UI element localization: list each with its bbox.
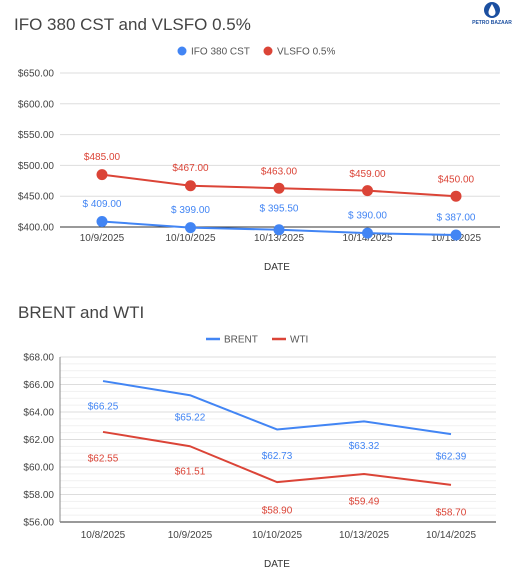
data-point bbox=[185, 180, 196, 192]
data-point bbox=[362, 185, 373, 197]
legend-ifo-marker bbox=[177, 46, 187, 56]
data-label: $65.22 bbox=[175, 413, 206, 424]
legend-wti-label: WTI bbox=[290, 335, 308, 346]
y-tick-label: $400.00 bbox=[18, 223, 55, 234]
chart2-legend: BRENT WTI bbox=[206, 335, 308, 346]
chart1-title: IFO 380 CST and VLSFO 0.5% bbox=[14, 15, 251, 34]
crude-oil-chart: BRENT and WTI BRENT WTI $68.00 $66.00 $64.… bbox=[18, 303, 496, 570]
x-tick-label: 10/9/2025 bbox=[168, 530, 213, 541]
data-point bbox=[273, 182, 285, 194]
data-label: $66.25 bbox=[88, 402, 119, 413]
series-line bbox=[102, 380, 452, 436]
y-tick-label: $60.00 bbox=[23, 463, 54, 474]
legend-vlsfo-marker bbox=[263, 46, 273, 56]
y-tick-label: $62.00 bbox=[23, 435, 54, 446]
x-tick-label: 10/14/2025 bbox=[426, 530, 476, 541]
chart1-series: $ 409.00 $ 399.00 $ 395.50 $ 390.00 $ 387.00… bbox=[83, 152, 476, 241]
data-label: $59.49 bbox=[349, 497, 380, 508]
data-point bbox=[96, 169, 108, 181]
data-label: $450.00 bbox=[438, 175, 475, 186]
data-label: $ 399.00 bbox=[171, 205, 210, 216]
series-wti: $62.55 $61.51 $58.90 $59.49 $58.70 bbox=[88, 430, 467, 518]
data-point bbox=[273, 224, 285, 236]
data-label: $459.00 bbox=[349, 169, 386, 180]
chart2-gridlines bbox=[59, 356, 496, 523]
data-point bbox=[185, 222, 196, 234]
data-label: $63.32 bbox=[349, 441, 380, 452]
data-label: $58.90 bbox=[262, 506, 293, 517]
data-label: $ 390.00 bbox=[348, 211, 387, 222]
logo-text: PETRO BAZAAR bbox=[472, 20, 512, 26]
y-tick-label: $450.00 bbox=[18, 192, 55, 203]
y-tick-label: $550.00 bbox=[18, 130, 55, 141]
data-point bbox=[450, 190, 462, 202]
data-point bbox=[450, 229, 462, 241]
legend-ifo-label: IFO 380 CST bbox=[191, 47, 250, 58]
chart2-series: $66.25 $65.22 $62.73 $63.32 $62.39 $62.55 $61.… bbox=[88, 380, 467, 518]
x-tick-label: 10/10/2025 bbox=[165, 233, 215, 244]
x-tick-label: 10/13/2025 bbox=[254, 233, 304, 244]
data-label: $463.00 bbox=[261, 167, 298, 178]
fuel-oil-chart: IFO 380 CST and VLSFO 0.5% IFO 380 CST V… bbox=[14, 15, 500, 273]
chart1-y-axis: $650.00 $600.00 $550.00 $500.00 $450.00 $400.… bbox=[18, 69, 55, 234]
chart2-x-axis: 10/8/2025 10/9/2025 10/10/2025 10/13/2025 10… bbox=[81, 530, 477, 541]
chart1-x-axis-title: DATE bbox=[264, 262, 290, 273]
data-point bbox=[362, 227, 373, 239]
legend-brent-label: BRENT bbox=[224, 335, 258, 346]
data-label: $485.00 bbox=[84, 152, 121, 163]
data-label: $61.51 bbox=[175, 467, 206, 478]
x-tick-label: 10/8/2025 bbox=[81, 530, 126, 541]
petro-bazaar-logo: PETRO BAZAAR bbox=[472, 2, 512, 26]
data-label: $ 409.00 bbox=[83, 199, 122, 210]
legend-vlsfo-label: VLSFO 0.5% bbox=[277, 47, 335, 58]
y-tick-label: $600.00 bbox=[18, 99, 55, 110]
series-brent: $66.25 $65.22 $62.73 $63.32 $62.39 bbox=[88, 380, 467, 463]
data-label: $62.73 bbox=[262, 451, 293, 462]
data-point bbox=[96, 215, 108, 227]
data-label: $ 387.00 bbox=[437, 213, 476, 224]
chart2-title: BRENT and WTI bbox=[18, 303, 144, 322]
y-tick-label: $500.00 bbox=[18, 161, 55, 172]
chart2-x-axis-title: DATE bbox=[264, 559, 290, 570]
data-label: $62.55 bbox=[88, 453, 119, 464]
chart2-y-axis: $68.00 $66.00 $64.00 $62.00 $60.00 $58.00 $56.… bbox=[23, 353, 54, 529]
x-tick-label: 10/9/2025 bbox=[80, 233, 125, 244]
series-vlsfo-0-5-: $485.00 $467.00 $463.00 $459.00 $450.00 bbox=[84, 152, 475, 202]
data-label: $58.70 bbox=[436, 507, 467, 518]
series-line bbox=[102, 430, 452, 486]
data-label: $467.00 bbox=[172, 163, 209, 174]
y-tick-label: $66.00 bbox=[23, 380, 54, 391]
chart1-gridlines bbox=[60, 72, 500, 228]
chart1-legend: IFO 380 CST VLSFO 0.5% bbox=[177, 46, 335, 58]
y-tick-label: $56.00 bbox=[23, 518, 54, 529]
data-label: $62.39 bbox=[436, 452, 467, 463]
y-tick-label: $58.00 bbox=[23, 490, 54, 501]
series-ifo-380-cst: $ 409.00 $ 399.00 $ 395.50 $ 390.00 $ 387.00 bbox=[83, 199, 476, 241]
data-label: $ 395.50 bbox=[260, 203, 299, 214]
x-tick-label: 10/13/2025 bbox=[339, 530, 389, 541]
y-tick-label: $650.00 bbox=[18, 69, 55, 80]
y-tick-label: $68.00 bbox=[23, 353, 54, 364]
x-tick-label: 10/10/2025 bbox=[252, 530, 302, 541]
y-tick-label: $64.00 bbox=[23, 408, 54, 419]
